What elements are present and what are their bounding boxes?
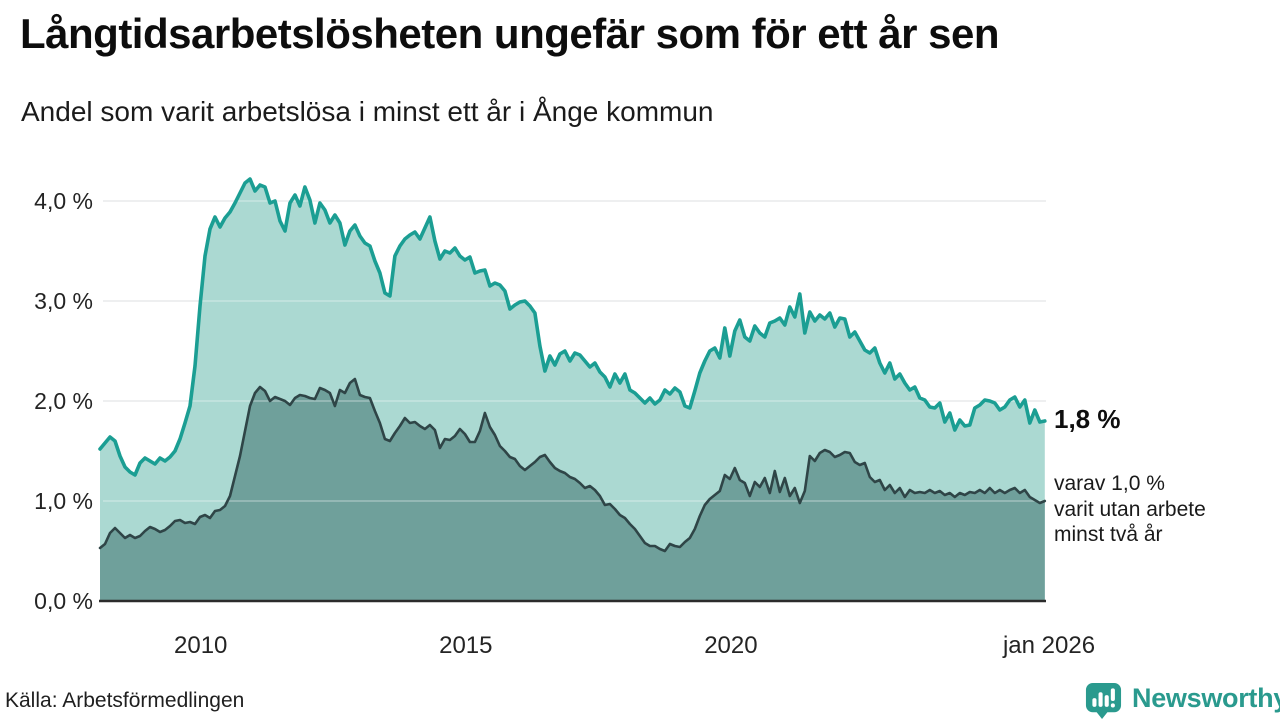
x-axis-tick-label: jan 2026 [1002,632,1096,659]
x-axis-tick-label: 2015 [439,632,493,659]
newsworthy-wordmark: Newsworthy [1132,683,1280,713]
y-axis-tick-label: 0,0 % [34,588,93,614]
page-title: Långtidsarbetslösheten ungefär som för e… [20,10,1000,57]
page-subtitle: Andel som varit arbetslösa i minst ett å… [21,96,714,127]
newsworthy-logo: Newsworthy [1084,681,1280,720]
end-note-line-1: varav 1,0 % [1054,472,1165,495]
line-two-year-plus [98,377,1047,553]
x-axis-tick-label: 2010 [174,632,228,659]
source-label: Källa: Arbetsförmedlingen [5,689,245,712]
end-note-label: varav 1,0 % varit utan arbete minst två … [1054,471,1206,548]
y-axis-tick-label: 2,0 % [34,388,93,414]
y-axis-tick-label: 3,0 % [34,288,93,314]
area-two-year-plus [100,379,1045,601]
end-note-line-3: minst två år [1054,523,1163,546]
end-note-line-2: varit utan arbete [1054,497,1206,521]
y-axis-tick-label: 4,0 % [34,188,93,214]
newsworthy-logo-icon [1085,682,1122,720]
gridlines-overlay [103,200,1046,502]
y-axis-tick-label: 1,0 % [34,488,93,514]
end-value-label: 1,8 % [1054,404,1121,434]
x-axis-tick-label: 2020 [704,632,758,659]
line-long-term [98,177,1047,477]
